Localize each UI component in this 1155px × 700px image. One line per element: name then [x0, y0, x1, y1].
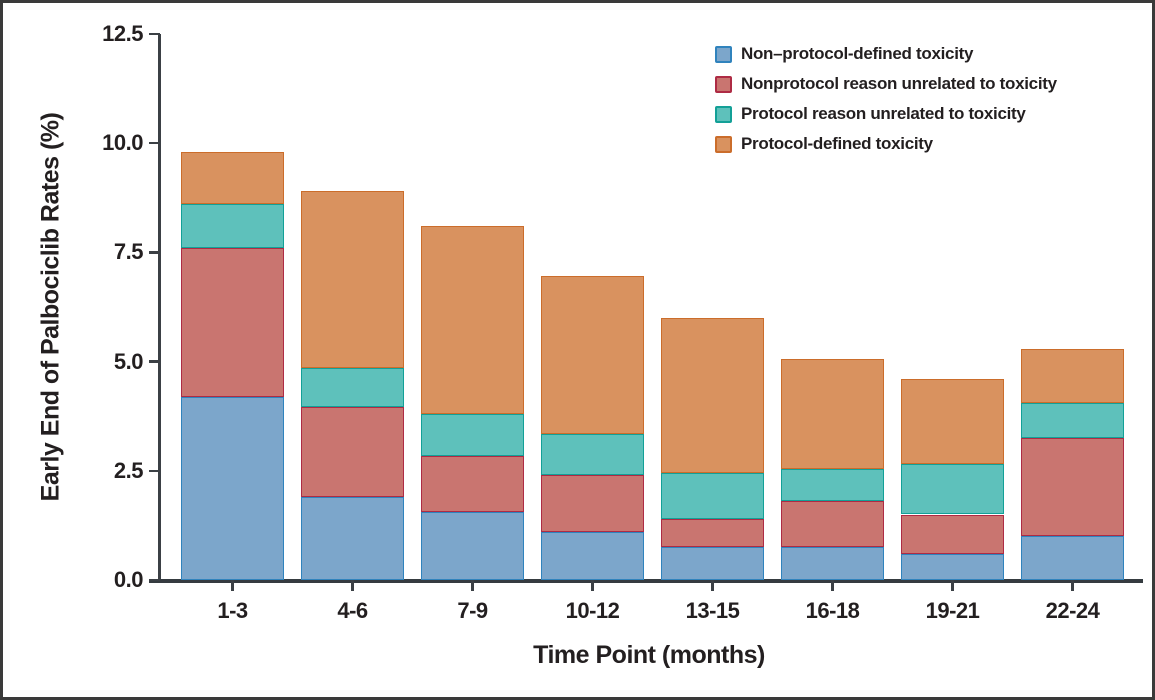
y-tick-mark [149, 251, 160, 254]
y-tick-mark [149, 360, 160, 363]
x-tick-mark [951, 580, 954, 591]
x-tick-label: 10-12 [565, 598, 620, 623]
y-tick-mark [149, 578, 160, 582]
bar-segment [901, 464, 1004, 515]
bar-segment [1021, 403, 1124, 439]
x-tick-mark [471, 580, 474, 591]
legend-item: Non–protocol-defined toxicity [715, 39, 1057, 69]
bar-segment [541, 433, 644, 476]
bar-segment [421, 414, 524, 456]
bar-segment [781, 501, 884, 548]
x-tick-mark [231, 580, 234, 591]
legend-swatch-icon [715, 75, 732, 93]
bar-segment [661, 473, 764, 519]
bar-group [541, 34, 644, 580]
x-tick-label: 4-6 [337, 598, 368, 623]
y-tick-label: 2.5 [113, 457, 144, 483]
bar-segment [181, 151, 284, 205]
bar-segment [181, 396, 284, 580]
bar-segment [301, 407, 404, 498]
bar-segment [541, 531, 644, 580]
bar-segment [421, 512, 524, 580]
y-tick-mark [149, 469, 160, 473]
x-tick-mark [351, 580, 354, 591]
legend-item: Protocol reason unrelated to toxicity [715, 99, 1057, 129]
y-tick-label: 0.0 [113, 567, 144, 592]
legend-swatch-icon [715, 135, 732, 153]
legend-item: Protocol-defined toxicity [715, 129, 1057, 159]
bar-segment [301, 368, 404, 408]
x-tick-mark [591, 580, 594, 591]
bar-segment [781, 547, 884, 580]
bar-segment [301, 497, 404, 580]
bar-group [781, 34, 884, 580]
y-tick-mark [149, 141, 160, 145]
bar-group [181, 34, 284, 580]
bar-segment [301, 191, 404, 369]
legend-item: Nonprotocol reason unrelated to toxicity [715, 69, 1057, 99]
bar-segment [181, 248, 284, 397]
legend: Non–protocol-defined toxicity Nonprotocol… [715, 39, 1057, 159]
y-tick-label: 7.5 [113, 239, 144, 265]
y-tick-mark [149, 32, 160, 36]
bar-group [301, 34, 404, 580]
legend-swatch-icon [715, 105, 732, 123]
x-tick-mark [1071, 580, 1074, 591]
x-tick-label: 22-24 [1045, 598, 1100, 623]
bar-segment [541, 276, 644, 434]
x-axis-line [149, 579, 1143, 583]
bar-segment [661, 518, 764, 548]
legend-swatch-icon [715, 45, 732, 63]
y-tick-label: 5.0 [113, 348, 144, 374]
x-tick-mark [831, 580, 834, 591]
bar-segment [901, 553, 1004, 580]
legend-label: Protocol-defined toxicity [741, 134, 933, 153]
x-tick-mark [711, 580, 714, 591]
bar-segment [541, 475, 644, 532]
bar-segment [781, 468, 884, 502]
bar-segment [421, 226, 524, 415]
bar-group [901, 34, 1004, 580]
bar-segment [901, 379, 1004, 465]
legend-label: Non–protocol-defined toxicity [741, 44, 974, 63]
bar-segment [661, 547, 764, 580]
y-axis-title: Early End of Palbociclib Rates (%) [36, 112, 65, 502]
bar-group [661, 34, 764, 580]
bar-group [421, 34, 524, 580]
bar-segment [781, 359, 884, 469]
x-tick-label: 1-3 [217, 598, 248, 623]
bar-segment [661, 317, 764, 473]
bar-segment [1021, 438, 1124, 537]
legend-label: Nonprotocol reason unrelated to toxicity [741, 74, 1057, 93]
y-axis-line [158, 34, 161, 582]
bar-group [1021, 34, 1124, 580]
x-tick-label: 7-9 [457, 598, 488, 623]
bar-segment [181, 204, 284, 249]
bar-segment [1021, 348, 1124, 404]
y-tick-label: 10.0 [102, 130, 143, 156]
bar-segment [1021, 536, 1124, 580]
y-tick-label: 12.5 [102, 21, 143, 46]
bar-segment [421, 455, 524, 513]
legend-label: Protocol reason unrelated to toxicity [741, 104, 1026, 123]
x-tick-label: 19-21 [925, 598, 980, 623]
x-axis-title: Time Point (months) [533, 641, 765, 669]
bar-segment [901, 514, 1004, 554]
x-tick-label: 13-15 [685, 598, 740, 623]
x-tick-label: 16-18 [805, 598, 860, 623]
